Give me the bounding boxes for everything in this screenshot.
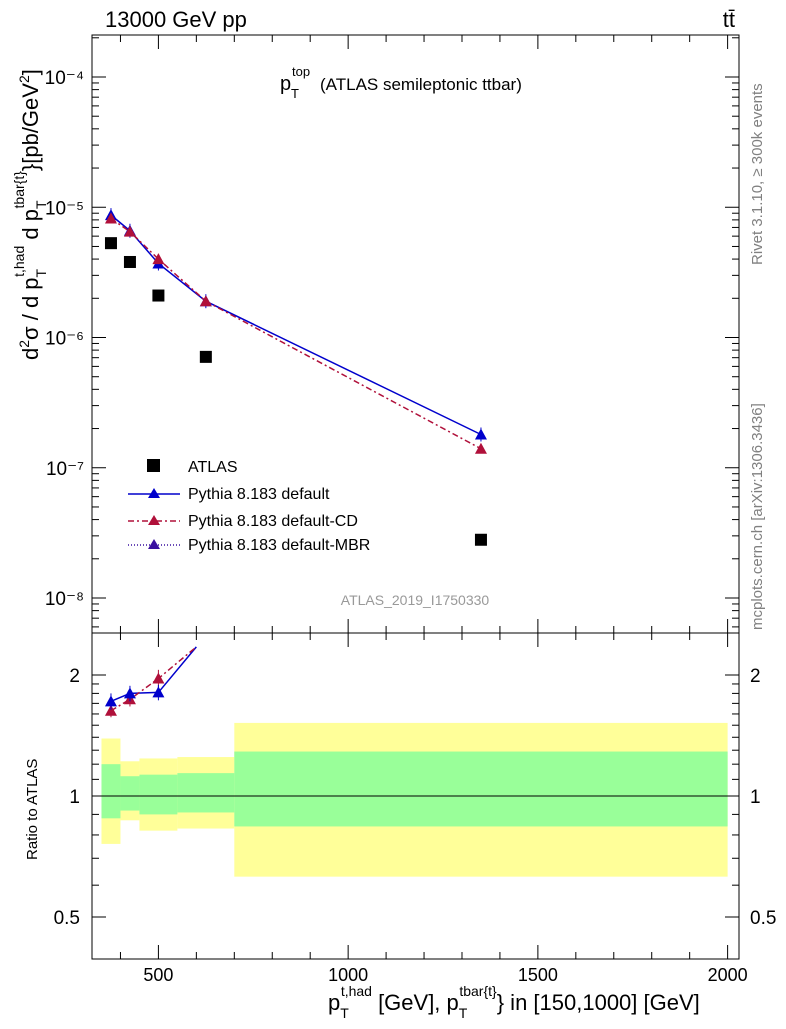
legend-mbr-marker <box>148 539 160 549</box>
x-tick-label: 1500 <box>518 965 558 985</box>
ratio-default-point <box>123 687 136 699</box>
cd-series-line <box>110 217 482 450</box>
ratio-clipped-group <box>104 646 197 718</box>
legend-atlas-label: ATLAS <box>188 459 238 476</box>
ratio-y-tick-label-right: 2 <box>750 666 761 687</box>
plot-title-sub: T <box>291 86 299 101</box>
ratio-default-point <box>104 695 117 707</box>
upper-data-series <box>104 208 487 546</box>
upper-y-tick-label: 10⁻⁵ <box>45 198 84 219</box>
green-band-bin-4 <box>234 751 728 827</box>
default-series-line <box>110 214 482 436</box>
mcplots-label: mcplots.cern.ch [arXiv:1306.3436] <box>749 403 766 630</box>
cd-point <box>104 212 117 224</box>
ratio-default-line <box>110 646 197 703</box>
upper-y-tick-label: 10⁻⁶ <box>45 329 84 350</box>
green-band-bin-1 <box>120 776 140 811</box>
legend-default-marker <box>148 488 160 498</box>
legend-cd-label: Pythia 8.183 default-CD <box>188 513 358 530</box>
tick-labels: 500 1000 1500 2000 10⁻⁸ 10⁻⁷ 10⁻⁶ 10⁻⁵ 10⁻⁴ 0.5 0.… <box>45 68 777 985</box>
ratio-y-tick-label-left: 0.5 <box>54 908 80 929</box>
default-point <box>474 428 487 440</box>
legend-default-label: Pythia 8.183 default <box>188 486 330 503</box>
ratio-y-tick-label-right: 1 <box>750 787 761 808</box>
ratio-cd-point <box>104 704 117 716</box>
upper-y-tick-label: 10⁻⁸ <box>45 589 84 610</box>
process-label: tt̄ <box>723 7 735 32</box>
atlas-point <box>152 289 165 302</box>
analysis-label: ATLAS_2019_I1750330 <box>341 592 490 608</box>
cd-point <box>152 253 165 265</box>
ratio-uncertainty-bands <box>101 722 728 877</box>
cd-point <box>474 442 487 454</box>
rivet-label: Rivet 3.1.10, ≥ 300k events <box>749 83 766 265</box>
plot-title-sup: top <box>292 64 310 79</box>
x-axis-label: pTt,had [GeV], pTtbar{t}} in [150,1000] … <box>328 983 700 1021</box>
legend-atlas-marker <box>147 459 160 472</box>
atlas-point <box>104 237 117 250</box>
svg-text:d2σ / d pTt,had d pTtbar{t}}[p: d2σ / d pTt,had d pTtbar{t}}[pb/GeV2] <box>11 69 49 360</box>
svg-text:pTt,had [GeV], pTtbar{t}} in [: pTt,had [GeV], pTtbar{t}} in [150,1000] … <box>328 983 700 1021</box>
green-band-bin-0 <box>101 764 121 819</box>
plot-title-rest: (ATLAS semileptonic ttbar) <box>320 75 522 94</box>
upper-y-tick-label: 10⁻⁴ <box>45 68 84 89</box>
ratio-y-axis-label: Ratio to ATLAS <box>24 759 41 860</box>
x-tick-label: 1000 <box>328 965 368 985</box>
green-band-bin-2 <box>139 774 178 815</box>
ratio-data-series <box>104 646 197 718</box>
green-band-bin-3 <box>177 773 235 813</box>
legend: ATLAS Pythia 8.183 default Pythia 8.183 … <box>128 459 370 554</box>
legend-cd-marker <box>148 515 160 525</box>
atlas-point <box>474 533 487 546</box>
x-tick-label: 2000 <box>708 965 748 985</box>
legend-mbr-label: Pythia 8.183 default-MBR <box>188 537 370 554</box>
atlas-point <box>199 350 212 363</box>
ratio-y-tick-label-left: 2 <box>69 666 80 687</box>
ratio-cd-point <box>152 672 165 684</box>
cd-point <box>123 225 136 237</box>
cd-point <box>199 295 212 307</box>
upper-y-axis-label: d2σ / d pTt,had d pTtbar{t}}[pb/GeV2] <box>11 69 49 360</box>
ratio-default-point <box>152 686 165 698</box>
ratio-cd-line <box>110 646 197 712</box>
energy-label: 13000 GeV pp <box>105 7 247 32</box>
ratio-y-tick-label-right: 0.5 <box>750 908 776 929</box>
axis-ticks <box>92 35 739 959</box>
x-tick-label: 500 <box>143 965 173 985</box>
atlas-point <box>123 255 136 268</box>
upper-y-tick-label: 10⁻⁷ <box>46 459 84 480</box>
plot-title-p: p <box>280 73 291 95</box>
ratio-y-tick-label-left: 1 <box>69 787 80 808</box>
